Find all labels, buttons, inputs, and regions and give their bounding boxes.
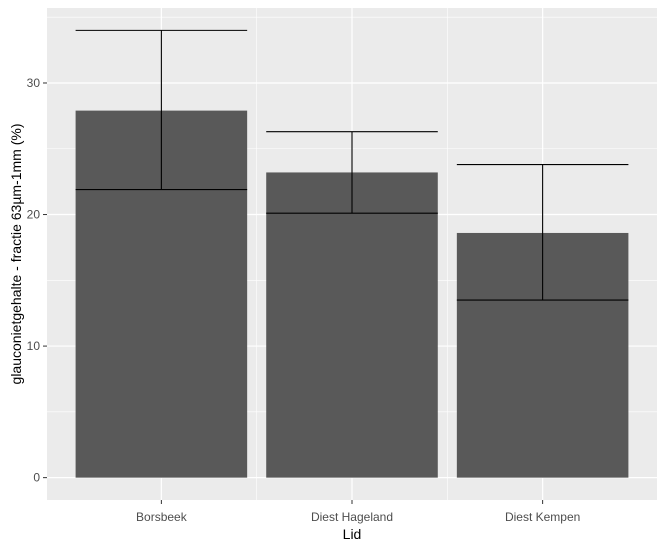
y-tick-label: 20 [27, 208, 41, 222]
error-bars [75, 29, 629, 301]
y-axis-title: glauconietgehalte - fractie 63µm-1mm (%) [8, 124, 24, 385]
y-tick-label: 30 [27, 76, 41, 90]
y-tick-label: 10 [27, 339, 41, 353]
x-tick-label: Borsbeek [136, 510, 188, 524]
x-axis-title: Lid [343, 526, 362, 542]
y-tick-label: 0 [33, 471, 40, 485]
bar-1 [266, 172, 438, 478]
x-tick-label: Diest Kempen [505, 510, 580, 524]
y-axis: 0 10 20 30 [27, 76, 47, 485]
x-axis: Borsbeek Diest Hageland Diest Kempen [136, 500, 580, 524]
x-tick-label: Diest Hageland [311, 510, 393, 524]
